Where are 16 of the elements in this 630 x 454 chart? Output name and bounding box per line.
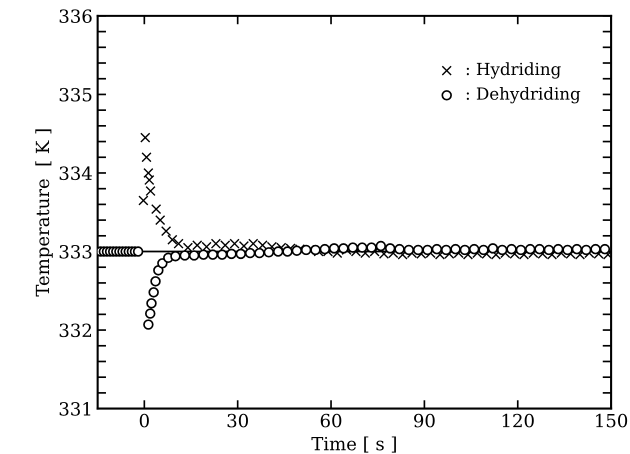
y-tick-label: 334 bbox=[60, 166, 92, 180]
y-tick-label: 335 bbox=[60, 88, 92, 102]
legend-label: : Dehydriding bbox=[466, 87, 580, 104]
y-tick-label: 332 bbox=[60, 324, 92, 338]
legend-label: : Hydriding bbox=[466, 62, 561, 79]
x-tick-label: 30 bbox=[228, 414, 248, 428]
x-tick-label: 150 bbox=[596, 414, 628, 428]
x-tick-label: 120 bbox=[502, 414, 534, 428]
x-tick-label: 90 bbox=[414, 414, 435, 428]
y-axis-title: Temperature [ K ] bbox=[35, 129, 53, 296]
y-tick-label: 331 bbox=[60, 402, 90, 416]
x-axis-title: Time [ s ] bbox=[311, 436, 396, 453]
y-tick-label: 333 bbox=[60, 244, 92, 259]
y-tick-label: 336 bbox=[60, 9, 92, 24]
x-tick-label: 60 bbox=[320, 414, 342, 428]
x-tick-label: 0 bbox=[140, 414, 149, 428]
